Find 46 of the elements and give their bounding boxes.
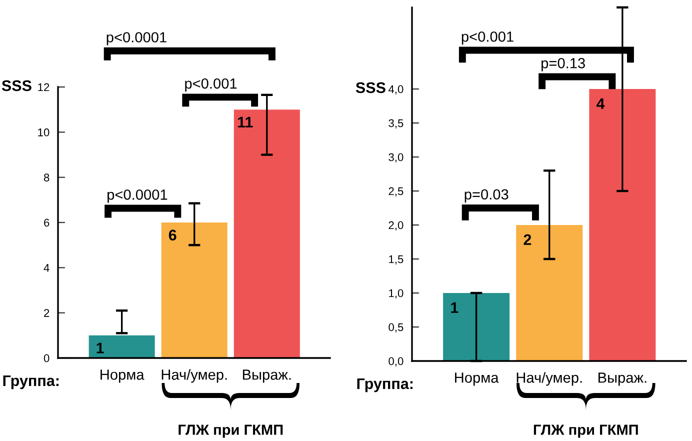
x-tick-label: Нач/умер. bbox=[516, 372, 582, 386]
data-label: 6 bbox=[168, 230, 176, 240]
y-tick-label: 12 bbox=[38, 83, 50, 92]
annotation: p<0.0001 bbox=[108, 190, 168, 203]
data-label: 2 bbox=[524, 234, 532, 245]
text: ГЛЖ при ГКМП bbox=[534, 424, 638, 438]
bar bbox=[88, 335, 155, 358]
y-tick-label: 0 bbox=[44, 354, 50, 362]
y-tick-label: 1,0 bbox=[389, 289, 404, 298]
bar bbox=[589, 89, 656, 361]
y-tick-label: 1,5 bbox=[389, 255, 404, 264]
annotation: p=0.03 bbox=[464, 189, 508, 202]
y-tick-label: 2 bbox=[44, 309, 50, 317]
data-label: 1 bbox=[96, 342, 104, 354]
x-axis-title: Группа: bbox=[357, 378, 413, 392]
annotation: p<0.001 bbox=[185, 78, 237, 92]
y-tick-label: 6 bbox=[44, 218, 50, 227]
annotation: p=0.13 bbox=[542, 58, 585, 72]
x-tick-label: Выраж. bbox=[598, 372, 646, 386]
y-tick-label: 0,0 bbox=[388, 357, 404, 366]
bar bbox=[516, 225, 583, 361]
text: ГЛЖ при ГКМП bbox=[178, 424, 283, 438]
x-tick-label: Выраж. bbox=[242, 370, 291, 383]
y-tick-label: 2,5 bbox=[388, 187, 404, 196]
annotation: p<0.001 bbox=[462, 31, 514, 45]
y-tick-label: 4,0 bbox=[388, 85, 404, 94]
y-axis-title: SSS bbox=[356, 82, 386, 94]
data-label: 11 bbox=[238, 116, 253, 128]
y-tick-label: 8 bbox=[44, 174, 50, 182]
data-label: 4 bbox=[596, 98, 605, 109]
y-tick-label: 3,5 bbox=[388, 119, 404, 128]
bar bbox=[443, 293, 510, 361]
x-tick-label: Норма bbox=[455, 372, 499, 386]
y-tick-label: 0,5 bbox=[388, 323, 404, 332]
y-tick-label: 3,0 bbox=[388, 153, 404, 162]
y-tick-label: 10 bbox=[38, 128, 50, 136]
x-tick-label: Нач/умер. bbox=[162, 369, 227, 383]
data-label: 1 bbox=[451, 302, 458, 313]
y-tick-label: 2,0 bbox=[388, 221, 404, 230]
y-axis-title: SSS bbox=[2, 80, 32, 92]
bar bbox=[234, 110, 300, 358]
text: p<0.0001 bbox=[106, 32, 166, 46]
bar bbox=[161, 222, 228, 358]
x-tick-label: Норма bbox=[100, 370, 144, 383]
y-tick-label: 4 bbox=[44, 264, 50, 272]
x-axis-title: Группа: bbox=[3, 375, 59, 390]
